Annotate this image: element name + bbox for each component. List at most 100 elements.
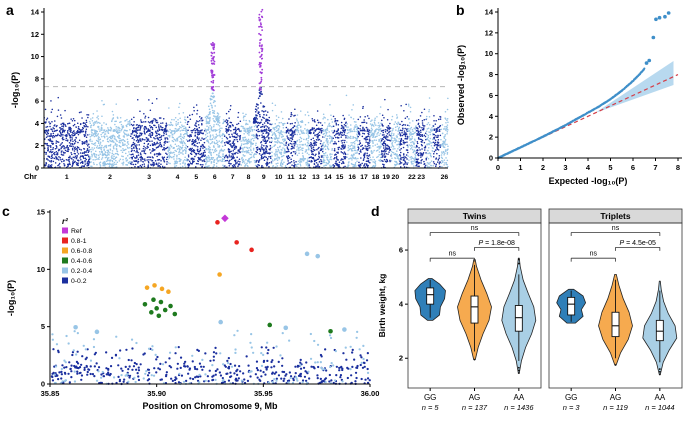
y-axis-title: -log₁₀(P) <box>10 72 20 108</box>
outlier-point <box>517 262 520 265</box>
outlier-point <box>473 358 476 361</box>
identity-line <box>497 74 679 159</box>
snp-point <box>158 299 164 305</box>
y-tick-label: 4 <box>399 300 404 309</box>
chrom-label: 19 <box>382 174 390 181</box>
snp-point <box>328 328 333 334</box>
manhattan-points <box>43 8 449 169</box>
peak-signal-chr9 <box>258 8 264 91</box>
panel-a-label: a <box>6 2 14 18</box>
y-tick-label: 12 <box>31 30 39 39</box>
snp-point <box>283 325 289 331</box>
genotype-label: AA <box>654 393 665 402</box>
chrom-label: 2 <box>108 174 112 181</box>
chrom-label: 10 <box>275 174 283 181</box>
snp-point <box>142 302 148 307</box>
y-axis-title: -log₁₀(P) <box>6 280 16 316</box>
x-tick-label: 36.00 <box>361 389 380 398</box>
x-tick-label: 35.85 <box>41 389 60 398</box>
highlighted-snps <box>73 214 347 335</box>
x-tick-label: 7 <box>653 163 657 172</box>
y-tick-label: 2 <box>489 133 493 142</box>
snp-point <box>152 283 157 288</box>
genotype-label: AG <box>610 393 622 402</box>
significance-label: P = 4.5e-05 <box>619 240 655 247</box>
y-tick-label: 15 <box>37 208 45 217</box>
axes <box>495 8 682 161</box>
y-tick-label: 2 <box>35 141 39 150</box>
outlier-point <box>614 364 617 366</box>
chrom-label: 5 <box>194 174 198 181</box>
y-tick-label: 6 <box>399 246 403 255</box>
snp-point <box>215 220 220 225</box>
chromosome-1 <box>43 96 91 169</box>
chromosome-14 <box>322 104 334 169</box>
significance-label: ns <box>590 251 598 258</box>
significance-bracket <box>474 246 520 251</box>
genotype-label: AA <box>513 393 524 402</box>
outlier-point <box>517 258 520 261</box>
snp-point <box>315 253 321 259</box>
y-tick-label: 6 <box>35 97 39 106</box>
peak-signal-chr6 <box>210 41 216 92</box>
chromosome-20 <box>390 114 401 169</box>
boxplot-box <box>470 295 479 324</box>
chromosome-18 <box>369 106 383 169</box>
peak-base-chr9 <box>258 90 263 98</box>
snp-point <box>159 286 165 292</box>
chromosome-23 <box>415 108 428 169</box>
snp-point <box>267 322 273 328</box>
panel-c-label: c <box>2 203 10 219</box>
chrom-label: 26 <box>441 174 449 181</box>
facet-twins: Twins GGn = 5 AGn = 137 AAn = 1436 ns ns P = 1… <box>407 208 542 412</box>
x-tick-label: 6 <box>631 163 635 172</box>
snp-point <box>166 289 171 294</box>
chromosome-16 <box>345 94 359 169</box>
significance-bracket <box>570 257 616 262</box>
y-tick-label: 0 <box>35 164 39 173</box>
chromosome-17 <box>357 105 371 169</box>
snp-point <box>249 247 254 253</box>
chromosome-22 <box>407 103 417 169</box>
x-axis-title: Chr <box>24 172 37 181</box>
y-tick-label: 4 <box>489 112 494 121</box>
axes <box>41 8 448 169</box>
legend-label: 0.4-0.6 <box>71 258 92 265</box>
panel-b-label: b <box>456 2 465 18</box>
n-label: n = 137 <box>462 403 488 412</box>
chromosome-15 <box>332 114 347 169</box>
y-tick-label: 10 <box>37 265 45 274</box>
outlier-point <box>517 369 520 372</box>
chromosome-12 <box>295 110 310 169</box>
chrom-label: 12 <box>299 174 307 181</box>
chromosome-19 <box>380 98 392 169</box>
peak-base-chr6 <box>210 92 216 98</box>
axes <box>47 210 371 387</box>
snp-point <box>149 310 154 315</box>
legend-swatch <box>62 237 68 244</box>
chromosome-7 <box>223 104 242 169</box>
chromosome-26 <box>440 97 449 169</box>
significance-bracket <box>570 232 661 236</box>
facet-triplets: Triplets GGn = 3 AGn = 119 AAn = 1044 ns ns P … <box>548 208 683 412</box>
x-tick-label: 0 <box>496 163 500 172</box>
legend-swatch <box>62 247 68 254</box>
boxplot-box <box>514 305 523 332</box>
chart-element: = 4.5e-05 <box>624 240 656 247</box>
y-tick-label: 12 <box>485 28 493 37</box>
outlier-point <box>658 370 661 373</box>
x-tick-label: 1 <box>518 163 522 172</box>
chrom-label: 8 <box>247 174 251 181</box>
chrom-label: 18 <box>372 174 380 181</box>
x-tick-label: 35.95 <box>254 389 273 398</box>
x-tick-label: 8 <box>676 163 680 172</box>
legend-label: Ref <box>71 228 82 235</box>
snp-point <box>342 327 347 332</box>
chrom-label: 7 <box>231 174 235 181</box>
snp-point <box>304 251 310 257</box>
